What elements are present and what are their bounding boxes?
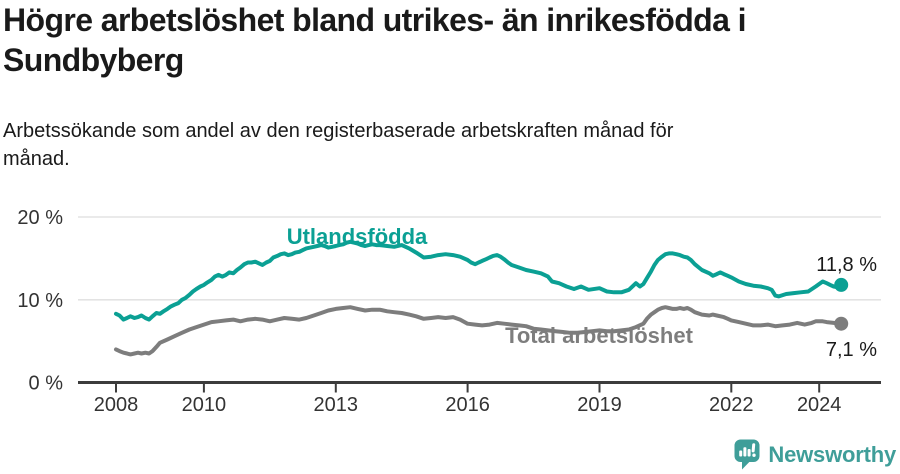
- x-tick-label-2008: 2008: [94, 394, 139, 416]
- series-label-total: Total arbetslöshet: [505, 323, 694, 348]
- series-line-0: [114, 239, 844, 322]
- x-tick-label-2013: 2013: [314, 394, 359, 416]
- x-tick-label-2016: 2016: [445, 394, 490, 416]
- x-tick-label-2024: 2024: [797, 394, 842, 416]
- line-chart: 2008 2010 2013 2016 2019 2022 2024 0 % 10 % 20 % U…: [0, 200, 900, 440]
- y-tick-label-0: 0 %: [29, 373, 64, 395]
- chart-title: Högre arbetslöshet bland utrikes- än inr…: [3, 2, 747, 78]
- x-tick-label-2019: 2019: [577, 394, 622, 416]
- series-end-dot-0: [834, 277, 849, 292]
- chart-canvas: 2008 2010 2013 2016 2019 2022 2024 0 % 10 % 20 % U…: [17, 207, 881, 416]
- series-end-dot-1: [834, 316, 849, 331]
- end-value-label-utlandsfodda: 11,8 %: [816, 254, 877, 276]
- brand-footer: Newsworthy: [734, 439, 896, 470]
- brand-name: Newsworthy: [768, 441, 896, 467]
- x-tick-label-2010: 2010: [182, 394, 227, 416]
- series-label-utlandsfodda: Utlandsfödda: [287, 224, 428, 249]
- y-tick-label-20: 20 %: [17, 207, 63, 229]
- newsworthy-bar-chart-bubble-icon: [734, 439, 760, 470]
- end-value-label-total: 7,1 %: [826, 339, 877, 361]
- series-line-1: [114, 305, 844, 357]
- x-tick-label-2022: 2022: [709, 394, 754, 416]
- y-tick-label-10: 10 %: [17, 290, 63, 312]
- chart-subtitle: Arbetssökande som andel av den registerb…: [3, 120, 674, 170]
